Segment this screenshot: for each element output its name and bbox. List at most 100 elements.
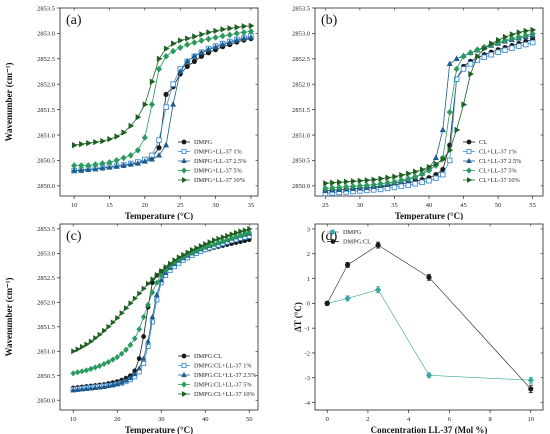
data-point bbox=[378, 175, 385, 182]
series-line bbox=[73, 231, 250, 374]
legend-label: DMPG:CL+LL-37 5% bbox=[194, 382, 252, 389]
data-point bbox=[439, 126, 446, 133]
data-point bbox=[238, 228, 244, 235]
data-point bbox=[149, 289, 156, 296]
data-point bbox=[123, 377, 129, 383]
data-point bbox=[247, 34, 254, 40]
data-point bbox=[432, 154, 439, 161]
data-point bbox=[226, 39, 233, 45]
x-tick-label: 30 bbox=[212, 202, 219, 209]
data-point bbox=[515, 33, 522, 41]
data-point bbox=[101, 360, 107, 368]
y-tick-label: 2851.5 bbox=[292, 107, 310, 114]
data-point bbox=[128, 122, 135, 130]
data-point bbox=[79, 386, 85, 392]
data-point bbox=[384, 179, 391, 187]
data-point bbox=[128, 300, 134, 307]
series-4 bbox=[323, 26, 537, 187]
data-point bbox=[137, 290, 143, 297]
data-point bbox=[74, 386, 81, 392]
data-point bbox=[343, 183, 350, 191]
data-point bbox=[509, 31, 516, 38]
y-tick-label: 2852.0 bbox=[37, 300, 55, 307]
data-point bbox=[229, 231, 235, 238]
data-point bbox=[212, 237, 218, 244]
data-point bbox=[391, 184, 398, 191]
x-tick-label: 55 bbox=[529, 202, 536, 209]
data-point bbox=[118, 350, 125, 357]
y-tick-label: 2850.5 bbox=[37, 158, 55, 165]
chart-d: 0 2 4 6 8 10 -4 -3 -2 -1 0 1 2 3 Concentration LL-37 (… bbox=[293, 223, 544, 434]
y-tick-label: 2853.5 bbox=[292, 5, 310, 12]
y-tick-label: 2850.0 bbox=[37, 183, 55, 190]
panel-label: (a) bbox=[66, 13, 82, 28]
data-point bbox=[105, 382, 112, 388]
y-tick-label: 3 bbox=[307, 226, 310, 233]
y-tick-label: 2850.5 bbox=[37, 373, 55, 380]
data-point bbox=[78, 166, 85, 173]
data-point bbox=[406, 170, 412, 177]
x-axis-label: Temperature (°C) bbox=[395, 211, 463, 220]
data-point bbox=[141, 285, 147, 292]
data-point bbox=[148, 156, 155, 162]
series-1 bbox=[322, 39, 536, 197]
data-point bbox=[148, 101, 155, 108]
y-tick-label: 0 bbox=[307, 301, 310, 308]
data-point bbox=[119, 310, 125, 317]
data-point bbox=[123, 346, 129, 353]
data-point bbox=[495, 36, 502, 44]
data-point bbox=[482, 45, 488, 52]
data-point bbox=[228, 235, 235, 242]
legend-marker bbox=[181, 148, 187, 155]
data-point bbox=[140, 355, 147, 361]
series-0 bbox=[324, 286, 534, 384]
data-point bbox=[71, 348, 77, 355]
legend-marker bbox=[181, 167, 187, 174]
data-point bbox=[446, 108, 453, 116]
data-point bbox=[170, 101, 177, 107]
data-point bbox=[172, 257, 178, 264]
data-point bbox=[205, 35, 212, 43]
legend-marker bbox=[466, 167, 472, 174]
data-point bbox=[215, 239, 222, 246]
data-point bbox=[83, 385, 90, 391]
data-point bbox=[211, 241, 217, 248]
data-point bbox=[127, 152, 134, 159]
data-point bbox=[194, 245, 200, 251]
legend-label: DMPG:CL+LL-37 1% bbox=[194, 363, 252, 370]
legend-marker bbox=[330, 228, 336, 236]
legend-label: DMPG+LL-37 2.5% bbox=[194, 158, 247, 165]
data-point bbox=[453, 55, 460, 61]
series-2 bbox=[71, 34, 254, 173]
data-point bbox=[170, 81, 176, 87]
data-point bbox=[92, 384, 99, 390]
panel-c: 10 20 30 40 50 2850.0 2850.5 2851.0 2851.5 2852.0… bbox=[0, 220, 275, 434]
series-line bbox=[327, 289, 531, 381]
data-point bbox=[185, 249, 191, 256]
data-point bbox=[219, 41, 226, 47]
x-tick-label: 8 bbox=[488, 416, 491, 423]
series-line bbox=[74, 31, 251, 166]
data-point bbox=[78, 162, 85, 169]
data-point bbox=[127, 375, 134, 381]
data-point bbox=[528, 386, 534, 392]
data-point bbox=[247, 28, 254, 35]
x-tick-label: 4 bbox=[407, 416, 411, 423]
data-point bbox=[399, 172, 405, 179]
data-point bbox=[426, 274, 432, 280]
series-1 bbox=[324, 241, 534, 394]
data-point bbox=[92, 364, 99, 371]
y-tick-label: 2 bbox=[307, 251, 310, 258]
data-point bbox=[350, 178, 357, 185]
data-point bbox=[171, 40, 177, 47]
data-point bbox=[191, 52, 198, 59]
data-point bbox=[184, 41, 191, 48]
y-tick-label: 2853.5 bbox=[37, 226, 55, 233]
data-point bbox=[385, 174, 392, 181]
x-tick-label: 50 bbox=[246, 416, 253, 423]
legend-marker bbox=[182, 391, 188, 397]
data-point bbox=[527, 376, 534, 384]
legend-label: CL+LL-37 5% bbox=[479, 168, 517, 175]
data-point bbox=[80, 343, 86, 350]
data-point bbox=[181, 251, 187, 258]
